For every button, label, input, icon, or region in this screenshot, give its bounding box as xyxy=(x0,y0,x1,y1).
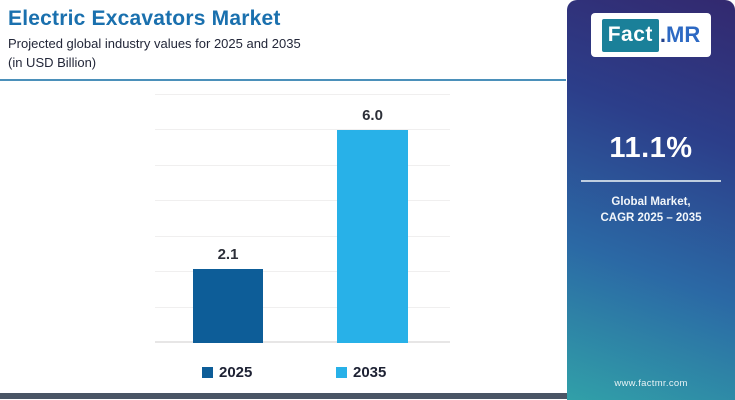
gridline xyxy=(155,341,450,343)
plot-area: 2.1 6.0 xyxy=(155,94,450,343)
gridline xyxy=(155,235,450,237)
legend-swatch-2035 xyxy=(336,367,347,378)
bar-2025 xyxy=(193,268,263,343)
caption-line-2: CAGR 2025 – 2035 xyxy=(600,212,702,224)
gridline xyxy=(155,129,450,131)
page-subtitle: Projected global industry values for 202… xyxy=(8,36,301,51)
website-url: www.factmr.com xyxy=(614,378,688,389)
bar-2035 xyxy=(337,130,408,343)
unit-note: (in USD Billion) xyxy=(8,55,97,70)
bar-group-2025: 2.1 xyxy=(193,95,263,343)
bar-value-label-2025: 2.1 xyxy=(217,245,239,263)
caption-line-1: Global Market, xyxy=(611,196,691,208)
panel-divider xyxy=(581,180,721,182)
legend-label-2035: 2035 xyxy=(353,364,387,381)
legend-item-2035: 2035 xyxy=(336,364,386,381)
gridline xyxy=(155,94,450,95)
logo-mr-text: MR xyxy=(666,22,701,47)
legend-label-2025: 2025 xyxy=(219,364,253,381)
logo-fact-text: Fact xyxy=(601,18,659,52)
factmr-logo: Fact. MR xyxy=(591,13,711,57)
cagr-caption: Global Market, CAGR 2025 – 2035 xyxy=(567,194,735,226)
cagr-value: 11.1% xyxy=(609,132,693,164)
page-title: Electric Excavators Market xyxy=(8,7,281,30)
gridline xyxy=(155,164,450,166)
legend-swatch-2025 xyxy=(202,367,213,378)
legend-item-2025: 2025 xyxy=(202,364,252,381)
gridline xyxy=(155,271,450,273)
brand-panel: Fact. MR 11.1% Global Market, CAGR 2025 –… xyxy=(567,0,735,400)
gridline xyxy=(155,306,450,308)
header-divider xyxy=(0,79,566,81)
footer-bar xyxy=(0,393,567,399)
logo-dot: . xyxy=(659,22,667,47)
bar-value-label-2035: 6.0 xyxy=(362,107,383,125)
gridline xyxy=(155,200,450,202)
bar-group-2035: 6.0 xyxy=(337,95,408,343)
